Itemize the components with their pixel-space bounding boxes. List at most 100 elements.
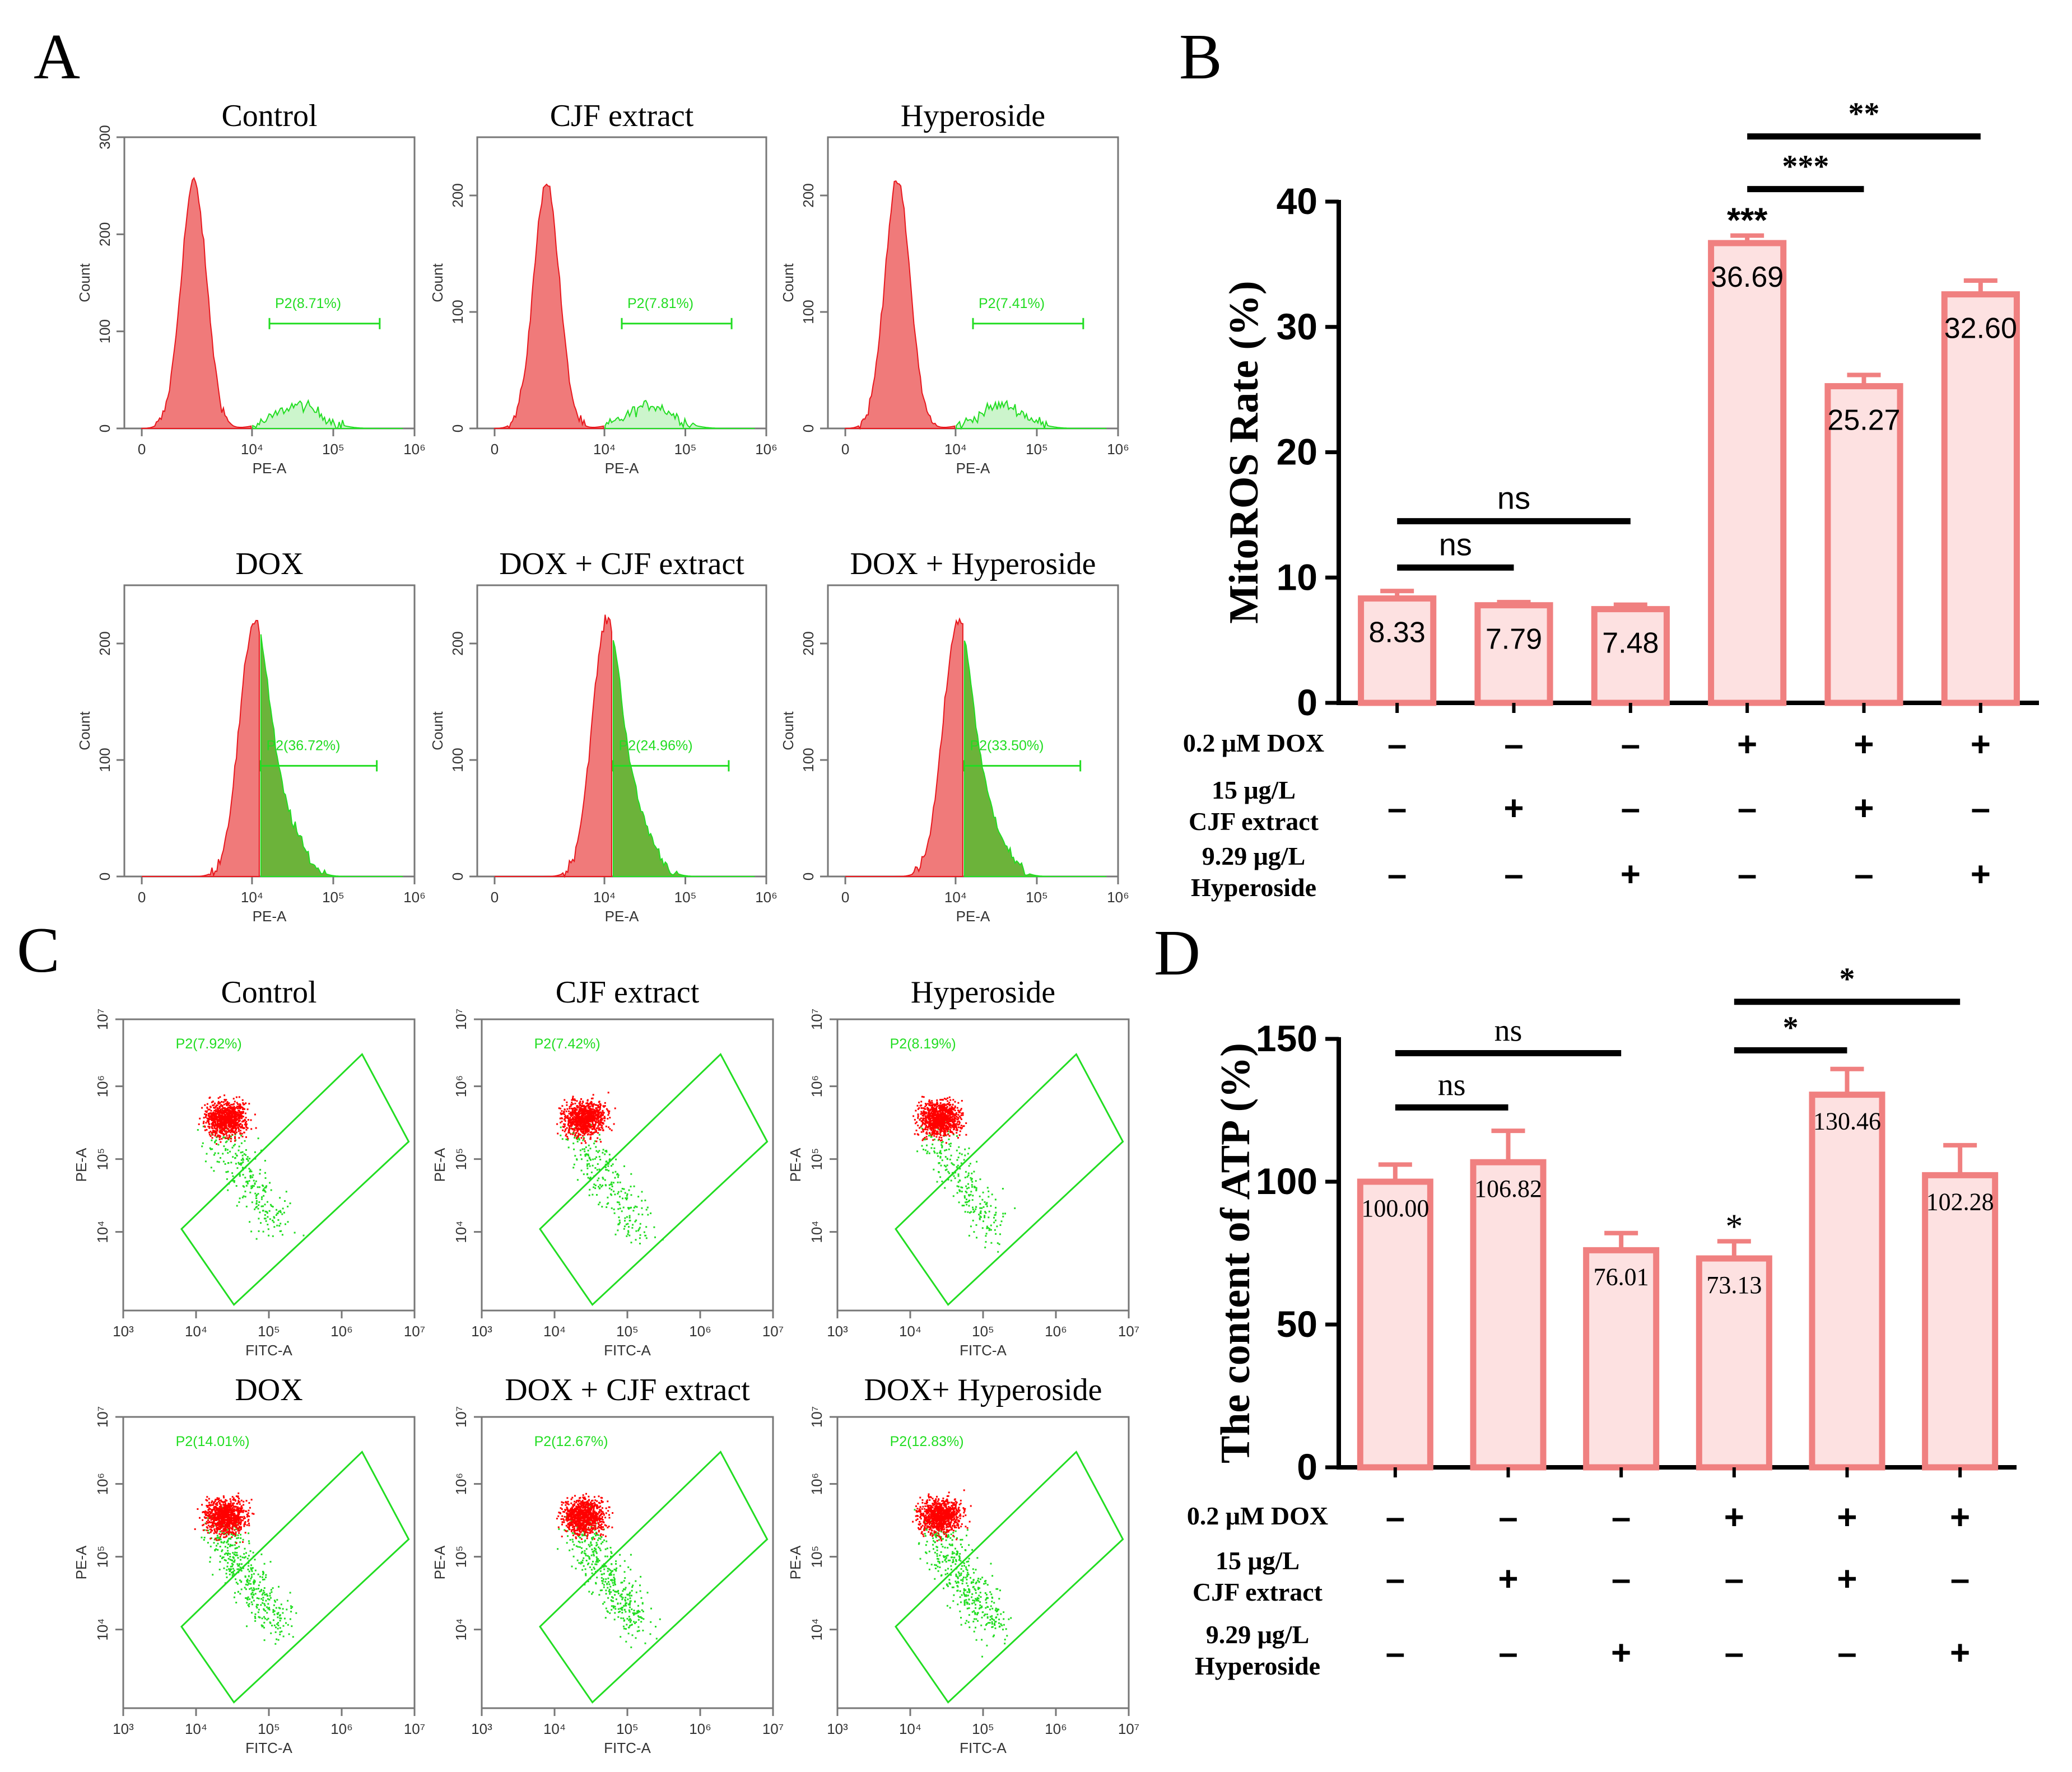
- x-tick-label: 10⁵: [972, 1720, 994, 1737]
- y-tick-label: 100: [800, 300, 817, 324]
- bar-value-label: 8.33: [1369, 617, 1426, 649]
- bar-significance: *: [1725, 1207, 1743, 1246]
- histogram-red-area: [845, 617, 963, 877]
- treatment-sign: –: [1950, 1560, 1969, 1598]
- x-tick-label: 10⁴: [241, 889, 263, 906]
- dotplot-panel: Control 10³ 10⁴ 10⁵ 10⁶ 10⁷ FITC-A 10⁴ 10⁵ 10⁶ 10⁷…: [73, 975, 425, 1359]
- treatment-sign: –: [1725, 1634, 1744, 1672]
- y-tick-label: 10⁴: [808, 1221, 825, 1243]
- x-tick-label: 10⁷: [762, 1720, 784, 1737]
- y-tick-label: 100: [800, 748, 817, 772]
- gate-label: P2(7.81%): [627, 296, 693, 311]
- treatment-sign: –: [1854, 855, 1873, 894]
- bar: [1358, 595, 1437, 706]
- x-tick-label: 10⁵: [258, 1720, 280, 1737]
- gate-label: P2(8.19%): [890, 1036, 956, 1052]
- x-tick-label: 10⁶: [1107, 889, 1129, 906]
- gate-label: P2(36.72%): [266, 738, 340, 753]
- bar-value-label: 106.82: [1474, 1175, 1542, 1202]
- y-tick-label: 10⁶: [453, 1473, 469, 1495]
- treatment-sign: –: [1387, 855, 1407, 894]
- treatment-sign: +: [1737, 725, 1757, 764]
- dotplot-panel: DOX + CJF extract 10³ 10⁴ 10⁵ 10⁶ 10⁷ FITC-A 10…: [431, 1373, 784, 1756]
- y-axis-label: PE-A: [73, 1148, 90, 1182]
- y-axis-label: Count: [429, 711, 446, 750]
- x-tick-label: 10⁴: [241, 441, 263, 458]
- treatment-sign: –: [1612, 1560, 1631, 1598]
- y-tick-label: 10⁶: [94, 1473, 111, 1495]
- dotplot-title: Hyperoside: [911, 975, 1055, 1010]
- y-tick-label: 0: [449, 425, 466, 432]
- gate-label: P2(7.92%): [176, 1036, 242, 1052]
- x-tick-label: 10³: [471, 1323, 492, 1340]
- green-events: [557, 1504, 661, 1648]
- panel-label-b: B: [1179, 21, 1222, 92]
- x-tick-label: 10⁷: [762, 1323, 784, 1340]
- dotplot-panel: DOX 10³ 10⁴ 10⁵ 10⁶ 10⁷ FITC-A 10⁴ 10⁵ 10⁶ 10⁷ PE-A…: [73, 1373, 425, 1756]
- red-events: [556, 1493, 614, 1540]
- x-axis-label: FITC-A: [604, 1740, 651, 1756]
- gate-polygon: [895, 1450, 1124, 1704]
- x-axis-label: PE-A: [956, 460, 990, 477]
- y-tick-label: 10⁵: [94, 1148, 111, 1171]
- treatment-label: Hyperoside: [1191, 873, 1316, 902]
- y-axis-label: The content of ATP (%): [1213, 1043, 1259, 1463]
- significance-label: **: [1848, 97, 1880, 132]
- y-axis-label: Count: [780, 263, 797, 302]
- treatment-sign: –: [1738, 855, 1757, 894]
- treatment-label: CJF extract: [1193, 1578, 1323, 1606]
- y-axis-label: PE-A: [431, 1148, 448, 1182]
- x-tick-label: 10⁶: [330, 1720, 353, 1737]
- x-tick-label: 0: [491, 889, 499, 906]
- dotplot-title: DOX + CJF extract: [505, 1373, 750, 1407]
- significance-label: ***: [1782, 150, 1829, 184]
- red-events: [912, 1489, 972, 1542]
- histogram-gated-area: [963, 640, 1107, 877]
- treatment-sign: –: [1612, 1498, 1631, 1537]
- green-events: [914, 1509, 1012, 1658]
- x-tick-label: 10³: [113, 1323, 134, 1340]
- bar: [1470, 1159, 1547, 1471]
- y-tick-label: 0: [96, 425, 113, 432]
- x-tick-label: 10³: [827, 1720, 848, 1737]
- histogram-title: DOX: [235, 547, 303, 581]
- y-axis-label: Count: [76, 711, 93, 750]
- histogram-title: DOX + CJF extract: [499, 547, 744, 581]
- bar-value-label: 32.60: [1944, 313, 2017, 345]
- treatment-sign: –: [1738, 789, 1757, 828]
- x-tick-label: 10³: [471, 1720, 492, 1737]
- histogram-red-area: [493, 183, 604, 429]
- y-tick-label: 10⁵: [808, 1148, 825, 1171]
- bar: [1809, 1092, 1885, 1471]
- x-tick-label: 10⁶: [755, 441, 777, 458]
- gate-polygon: [180, 1052, 410, 1306]
- y-tick-label: 10⁶: [94, 1075, 111, 1098]
- y-tick-label: 200: [449, 631, 466, 655]
- histogram-red-area: [142, 619, 260, 878]
- y-tick-label: 30: [1277, 306, 1317, 347]
- gate-label: P2(24.96%): [619, 738, 693, 753]
- gate-label: P2(7.42%): [534, 1036, 600, 1052]
- y-tick-label: 10⁴: [94, 1619, 111, 1641]
- treatment-sign: –: [1621, 725, 1640, 764]
- treatment-label: 15 μg/L: [1212, 776, 1296, 804]
- histogram-gated-area: [612, 640, 755, 877]
- dotplot-title: CJF extract: [556, 975, 700, 1010]
- y-tick-label: 200: [449, 183, 466, 207]
- red-events: [556, 1092, 616, 1144]
- histogram-panel: DOX 0 10⁴ 10⁵ 10⁶ PE-A 0 100 200 Count P2(36.72%): [76, 547, 426, 925]
- histogram-panels: Control 0 10⁴ 10⁵ 10⁶ PE-A 0 100 200 300 Count P2(8…: [76, 99, 1129, 925]
- dot-cloud: [556, 1493, 661, 1648]
- histogram-title: CJF extract: [550, 99, 694, 133]
- x-tick-label: 0: [138, 889, 146, 906]
- y-axis-label: PE-A: [73, 1545, 90, 1579]
- x-tick-label: 10⁴: [185, 1720, 207, 1737]
- y-tick-label: 10⁴: [808, 1619, 825, 1641]
- x-tick-label: 10⁴: [899, 1323, 921, 1340]
- treatment-sign: –: [1387, 725, 1407, 764]
- x-tick-label: 10⁵: [322, 889, 344, 906]
- treatment-label: 15 μg/L: [1216, 1546, 1300, 1575]
- treatment-label: Hyperoside: [1195, 1652, 1320, 1680]
- gate-label: P2(7.41%): [979, 296, 1045, 311]
